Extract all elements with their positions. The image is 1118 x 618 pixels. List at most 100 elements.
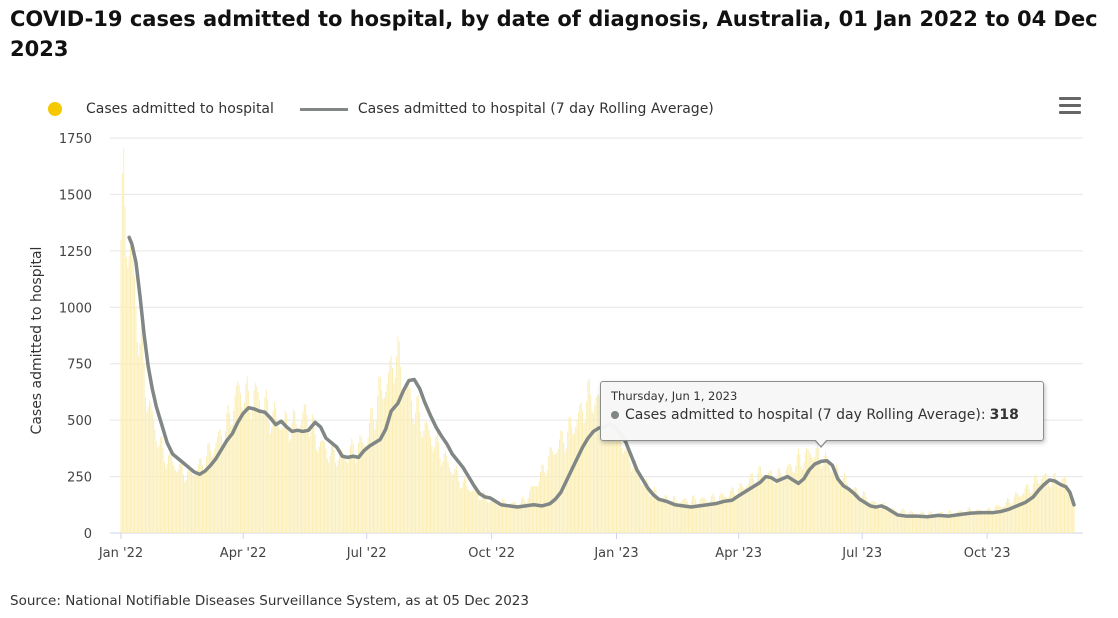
daily-bar	[454, 468, 456, 533]
daily-bar	[671, 500, 673, 533]
y-tick-label: 1250	[59, 245, 92, 260]
daily-bar	[711, 496, 713, 533]
daily-bar	[989, 508, 991, 533]
daily-bar	[736, 495, 738, 533]
daily-bar	[127, 267, 129, 533]
daily-bar	[835, 464, 837, 533]
daily-bar	[424, 422, 426, 533]
y-tick-label: 750	[67, 358, 92, 373]
daily-bar	[804, 452, 806, 533]
daily-bar	[777, 468, 779, 533]
tooltip-series-label: Cases admitted to hospital (7 day Rollin…	[625, 407, 986, 423]
daily-bar	[520, 498, 522, 533]
daily-bar	[998, 506, 1000, 533]
daily-bar	[238, 384, 240, 533]
daily-bar	[457, 470, 459, 533]
daily-bar	[187, 471, 189, 533]
daily-bar	[651, 495, 653, 533]
daily-bar	[333, 449, 335, 533]
daily-bar	[936, 514, 938, 533]
daily-bar	[987, 507, 989, 533]
daily-bar	[416, 396, 418, 533]
daily-bar	[1053, 473, 1055, 533]
daily-bar	[652, 490, 654, 533]
daily-bar	[750, 473, 752, 533]
daily-bar	[1035, 474, 1037, 533]
daily-bar	[649, 496, 651, 533]
daily-bar	[863, 491, 865, 533]
daily-bar	[564, 452, 566, 533]
daily-bar	[614, 424, 616, 533]
daily-bar	[1038, 483, 1040, 533]
daily-bar	[992, 513, 994, 533]
daily-bar	[364, 445, 366, 533]
daily-bar	[674, 496, 676, 533]
daily-bar	[605, 417, 607, 533]
daily-bar	[496, 502, 498, 533]
daily-bar	[512, 502, 514, 533]
daily-bar	[869, 502, 871, 533]
daily-bar	[956, 512, 958, 533]
daily-bar	[334, 462, 336, 533]
daily-bar	[257, 392, 259, 533]
legend-label-cases: Cases admitted to hospital	[86, 101, 274, 117]
daily-bar	[283, 419, 285, 533]
daily-bar	[660, 499, 662, 533]
daily-bar	[757, 473, 759, 533]
daily-bar	[916, 515, 918, 533]
daily-bar	[455, 465, 457, 533]
daily-bar	[706, 502, 708, 533]
daily-bar	[473, 488, 475, 533]
y-tick-label: 500	[67, 414, 92, 429]
daily-bar	[440, 465, 442, 533]
daily-bar	[214, 449, 216, 533]
daily-bar	[907, 514, 909, 533]
daily-bar	[601, 407, 603, 533]
rolling-average-line-group	[127, 235, 1076, 519]
daily-bar	[986, 509, 988, 533]
daily-bar	[599, 397, 601, 533]
daily-bar	[941, 511, 943, 533]
daily-bar	[305, 404, 307, 533]
daily-bar	[434, 447, 436, 533]
daily-bar	[602, 421, 604, 533]
x-tick-label: Jan '23	[593, 546, 638, 561]
daily-bar	[807, 448, 809, 533]
daily-bar	[899, 512, 901, 533]
daily-bar	[296, 432, 298, 533]
tooltip-value: 318	[989, 407, 1019, 423]
daily-bar	[635, 459, 637, 533]
daily-bar	[693, 495, 695, 533]
daily-bar	[872, 500, 874, 533]
daily-bar	[516, 505, 518, 533]
daily-bar	[906, 515, 908, 533]
daily-bar	[193, 474, 195, 533]
legend-item-rolling-average[interactable]: Cases admitted to hospital (7 day Rollin…	[299, 101, 714, 117]
daily-bar	[531, 485, 533, 533]
daily-bar	[647, 481, 649, 533]
daily-bar	[216, 436, 218, 533]
daily-bar	[576, 420, 578, 533]
daily-bar	[143, 362, 145, 533]
daily-bar	[487, 502, 489, 533]
daily-bar	[895, 510, 897, 533]
daily-bar	[590, 394, 592, 533]
daily-bar	[567, 431, 569, 533]
x-axis-ticks: Jan '22 Apr '22 Jul '22 Oct '22 Jan '23 Apr '…	[98, 533, 1010, 561]
daily-bar	[1006, 498, 1008, 533]
hamburger-menu-icon[interactable]	[1059, 97, 1081, 115]
daily-bar	[814, 456, 816, 533]
daily-bar	[723, 495, 725, 533]
daily-bar	[1020, 496, 1022, 533]
daily-bar	[491, 501, 493, 533]
daily-bar	[808, 451, 810, 533]
daily-bar	[981, 511, 983, 533]
daily-bar	[700, 498, 702, 533]
daily-bar	[697, 504, 699, 533]
daily-bar	[812, 460, 814, 533]
legend-item-cases[interactable]: Cases admitted to hospital	[48, 101, 274, 117]
daily-bar	[902, 508, 904, 533]
daily-bar	[159, 437, 161, 533]
daily-bar	[495, 499, 497, 533]
daily-bar	[918, 514, 920, 533]
